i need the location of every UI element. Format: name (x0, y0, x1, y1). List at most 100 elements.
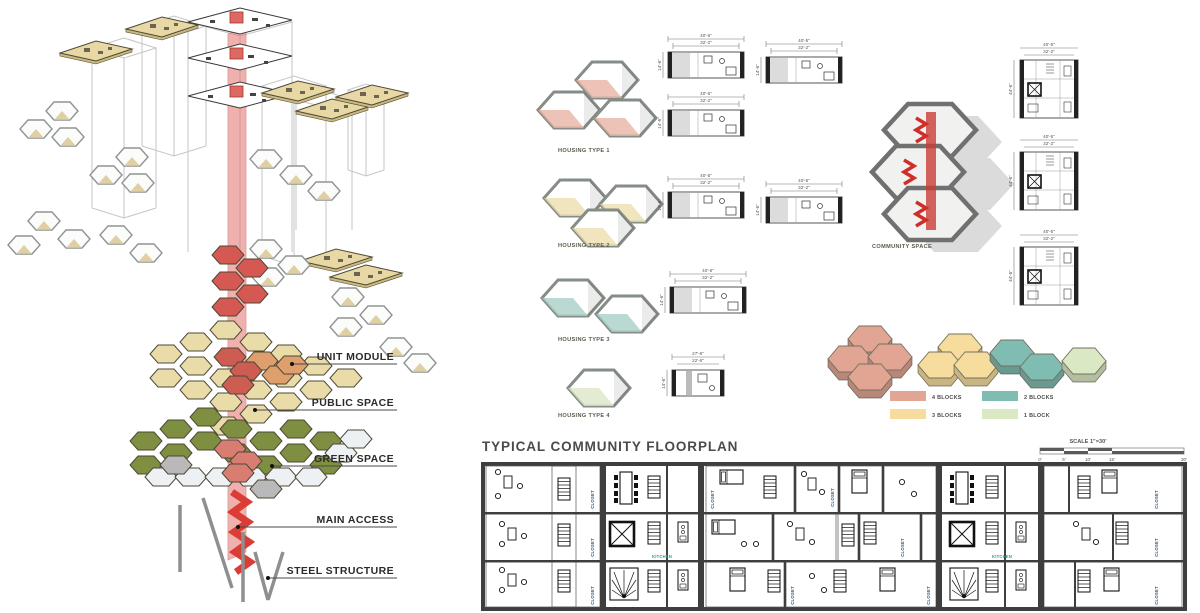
table-icon (507, 527, 517, 541)
closet-hatch-icon (985, 569, 999, 593)
chair-icon (818, 488, 826, 496)
scale-tick-5: 5' (1062, 457, 1066, 462)
housing-type-2-label: HOUSING TYPE 2 (558, 243, 610, 249)
closet-hatch-icon (647, 521, 661, 545)
scale-tick-0: 0' (1038, 457, 1042, 462)
chair-icon (520, 532, 528, 540)
callout-unit-module: UNIT MODULE (290, 351, 397, 366)
closet-hatch-icon (841, 523, 855, 547)
four-block-figure (827, 325, 913, 399)
scale-label: SCALE 1"=30' (1069, 439, 1107, 445)
housing-types-panel: 40'-5" 32'-2" 14'-6" 27'-6" 22'-6" 1 (481, 32, 1187, 611)
chair-icon (498, 586, 506, 594)
kitchen-label: KITCHEN (652, 554, 672, 559)
callout-steel-structure: STEEL STRUCTURE (266, 565, 397, 580)
closet-label: CLOSET (830, 488, 835, 507)
kitchen-counter-icon (1015, 569, 1027, 591)
closet-label: CLOSET (1154, 538, 1159, 557)
hex-module (540, 278, 606, 318)
community-floorplan-strip: CLOSET CLOSET CLOSET CLOSET CLOSET CLOSE… (481, 462, 1187, 611)
chair-icon (820, 586, 828, 594)
housing-type-4: HOUSING TYPE 4 (558, 368, 632, 419)
closet-label: CLOSET (926, 586, 931, 605)
callout-public-space: PUBLIC SPACE (253, 397, 397, 412)
unit-module-label: UNIT MODULE (317, 351, 394, 363)
legend-label-4blocks: 4 BLOCKS (932, 395, 962, 401)
kitchen-counter-icon (1015, 521, 1027, 543)
floorplan-title: TYPICAL COMMUNITY FLOORPLAN (482, 439, 738, 454)
bed-icon (711, 519, 736, 535)
kitchen-label: KITCHEN (992, 554, 1012, 559)
bed-icon (1103, 567, 1120, 592)
chair-icon (910, 490, 918, 498)
chair-icon (752, 540, 760, 548)
public-space-label: PUBLIC SPACE (312, 397, 394, 409)
desk-icon (503, 475, 513, 489)
floor-plate-stack (187, 7, 293, 109)
closet-label: CLOSET (790, 586, 795, 605)
closet-label: CLOSET (1154, 490, 1159, 509)
callout-green-space: GREEN SPACE (270, 453, 397, 468)
kitchen-counter-icon (677, 569, 689, 591)
closet-hatch-icon (985, 475, 999, 499)
closet-hatch-icon (985, 521, 999, 545)
legend-swatch-3blocks (890, 409, 926, 419)
main-access-label: MAIN ACCESS (316, 514, 394, 526)
elevator-icon (608, 520, 636, 548)
chair-icon (498, 540, 506, 548)
legend-swatch-4blocks (890, 391, 926, 401)
closet-hatch-icon (1115, 521, 1129, 545)
chair-icon (800, 470, 808, 478)
desk-icon (795, 527, 805, 541)
housing-type-3-label: HOUSING TYPE 3 (558, 337, 610, 343)
legend-swatch-2blocks (982, 391, 1018, 401)
closet-label: CLOSET (1154, 586, 1159, 605)
bed-icon (719, 469, 744, 485)
chair-icon (520, 578, 528, 586)
elevator-icon (948, 520, 976, 548)
chair-icon (516, 482, 524, 490)
legend-label-3blocks: 3 BLOCKS (932, 413, 962, 419)
desk-icon (1081, 527, 1091, 541)
housing-type-3: HOUSING TYPE 3 (540, 278, 660, 343)
spiral-stair-icon (949, 567, 979, 601)
callout-main-access: MAIN ACCESS (236, 514, 397, 529)
closet-hatch-icon (647, 569, 661, 593)
legend-label-2blocks: 2 BLOCKS (1024, 395, 1054, 401)
closet-hatch-icon (647, 475, 661, 499)
closet-label: CLOSET (900, 538, 905, 557)
stair-hatch-icon (763, 475, 777, 499)
dining-table-icon (949, 471, 975, 505)
scale-tick-10: 10' (1085, 457, 1091, 462)
two-block-figure (989, 339, 1065, 389)
chair-icon (808, 572, 816, 580)
walls (483, 464, 1185, 609)
dining-table-icon (613, 471, 639, 505)
chair-icon (898, 478, 906, 486)
stair-hatch-icon (557, 477, 571, 501)
unit-floor-plans (656, 32, 843, 397)
chair-icon (498, 566, 506, 574)
closet-label: CLOSET (590, 538, 595, 557)
chair-icon (1092, 538, 1100, 546)
hex-module (570, 208, 636, 248)
axon-callouts: UNIT MODULE PUBLIC SPACE GREEN SPACE MAI… (236, 351, 397, 580)
chair-icon (786, 520, 794, 528)
scale-tick-30: 30' (1181, 457, 1187, 462)
housing-type-1: HOUSING TYPE 1 (536, 60, 658, 154)
bed-icon (879, 567, 896, 592)
stair-hatch-icon (557, 569, 571, 593)
kitchen-counter-icon (677, 521, 689, 543)
steel-structure-struts (178, 497, 285, 602)
stair-hatch-icon (557, 523, 571, 547)
closet-hatch-icon (1077, 475, 1091, 499)
housing-type-2: HOUSING TYPE 2 (542, 178, 664, 249)
desk-icon (507, 573, 517, 587)
block-count-figures (827, 325, 1107, 399)
legend-swatch-1block (982, 409, 1018, 419)
community-floor-plans (1007, 41, 1079, 306)
steel-structure-label: STEEL STRUCTURE (287, 565, 394, 577)
one-block-figure (1061, 347, 1107, 383)
chair-icon (740, 540, 748, 548)
chair-icon (494, 468, 502, 476)
